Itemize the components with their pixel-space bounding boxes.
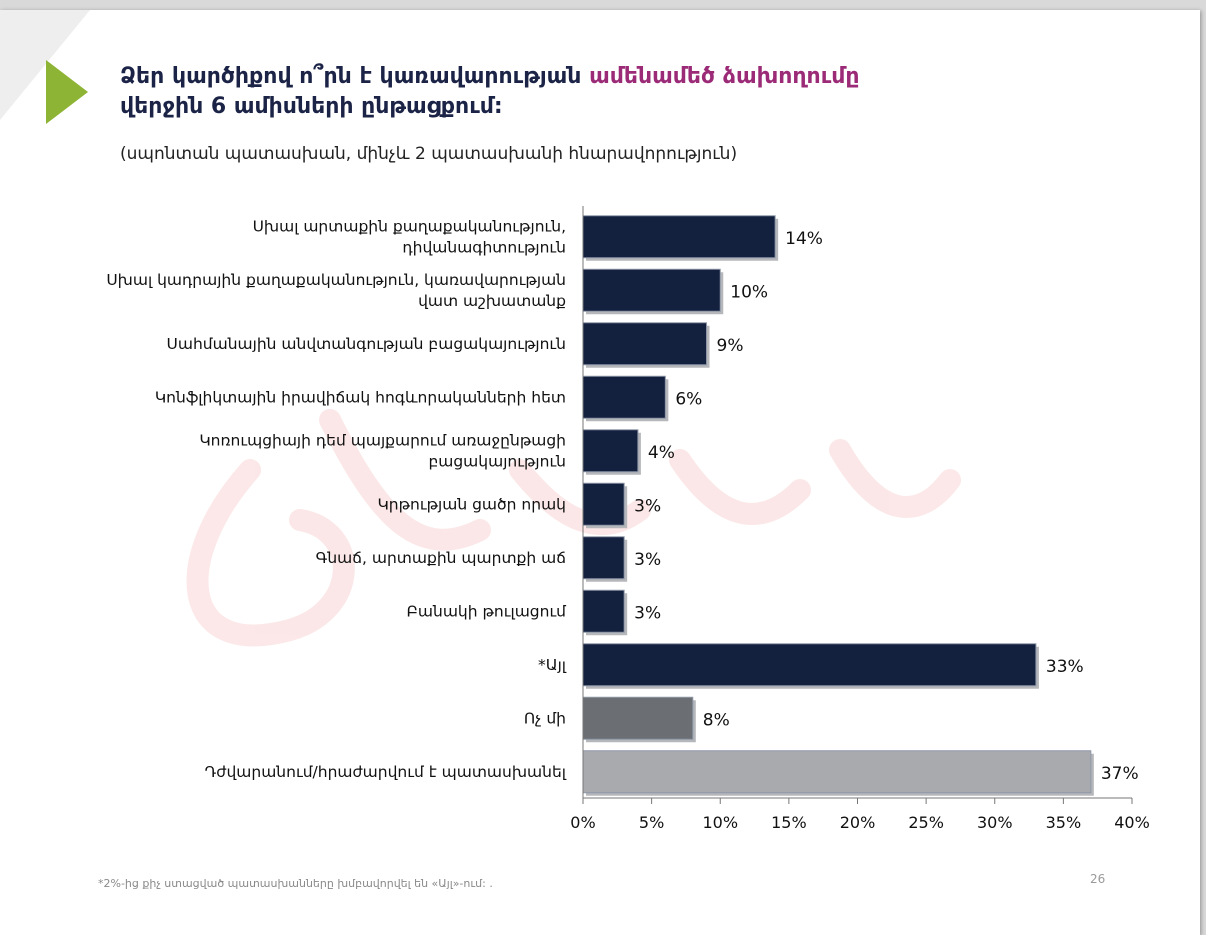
category-label: Սահմանային անվտանգության բացակայություն bbox=[167, 335, 566, 353]
category-label: Բանակի թուլացում bbox=[407, 602, 568, 620]
page-subtitle: (սպոնտան պատասխան, մինչև 2 պատասխանի հնա… bbox=[120, 144, 738, 164]
bar-value-label: 37% bbox=[1101, 764, 1139, 784]
bar bbox=[582, 375, 666, 419]
bar bbox=[582, 750, 1092, 794]
bar bbox=[582, 429, 639, 473]
category-label: Սխալ արտաքին քաղաքականություն, bbox=[253, 217, 566, 235]
category-label: Կրթության ցածր որակ bbox=[377, 495, 566, 513]
title-part1: Ձեր կարծիքով ո՞րն է կառավարության bbox=[120, 64, 582, 89]
x-tick-label: 30% bbox=[977, 813, 1013, 832]
bar bbox=[582, 589, 625, 633]
bar bbox=[582, 268, 721, 312]
bar bbox=[582, 536, 625, 580]
category-label: դիվանագիտություն bbox=[402, 238, 566, 256]
title-line2: վերջին 6 ամիսների ընթացքում: bbox=[120, 94, 503, 119]
category-label: Կոռուպցիայի դեմ պայքարում առաջընթացի bbox=[199, 431, 566, 449]
page-number: 26 bbox=[1090, 872, 1106, 886]
bar-value-label: 14% bbox=[785, 229, 823, 249]
bar bbox=[582, 643, 1037, 687]
bar-value-label: 3% bbox=[634, 496, 661, 516]
bar-value-label: 6% bbox=[675, 389, 702, 409]
bar-value-label: 10% bbox=[730, 282, 768, 302]
category-label: բացակայություն bbox=[428, 452, 566, 470]
bar bbox=[582, 482, 625, 526]
category-label: Կոնֆլիկտային իրավիճակ հոգևորականների հետ bbox=[155, 388, 566, 406]
category-label: Ոչ մի bbox=[524, 709, 566, 727]
x-tick-label: 25% bbox=[908, 813, 944, 832]
x-tick-label: 10% bbox=[702, 813, 738, 832]
x-tick-label: 40% bbox=[1114, 813, 1150, 832]
x-tick-label: 15% bbox=[771, 813, 807, 832]
page-title: Ձեր կարծիքով ո՞րն է կառավարության ամենամ… bbox=[120, 62, 1120, 122]
category-label: Դժվարանում/հրաժարվում է պատասխանել bbox=[205, 763, 567, 781]
x-tick-label: 20% bbox=[840, 813, 876, 832]
x-tick-label: 0% bbox=[570, 813, 595, 832]
bar bbox=[582, 215, 776, 259]
bar bbox=[582, 322, 708, 366]
category-label: վատ աշխատանք bbox=[418, 292, 566, 310]
bar-value-label: 9% bbox=[717, 336, 744, 356]
bar-value-label: 33% bbox=[1046, 657, 1084, 677]
play-arrow-icon bbox=[46, 60, 88, 124]
bar-value-label: 3% bbox=[634, 550, 661, 570]
category-label: Գնաճ, արտաքին պարտքի աճ bbox=[316, 549, 566, 567]
bar-value-label: 3% bbox=[634, 603, 661, 623]
bar bbox=[582, 696, 694, 740]
x-tick-label: 35% bbox=[1046, 813, 1082, 832]
bar-value-label: 8% bbox=[703, 710, 730, 730]
bar-value-label: 4% bbox=[648, 443, 675, 463]
category-label: *Այլ bbox=[538, 656, 567, 674]
x-tick-label: 5% bbox=[639, 813, 664, 832]
footnote: *2%-ից քիչ ստացված պատասխանները խմբավորվ… bbox=[98, 877, 493, 890]
category-label: Սխալ կադրային քաղաքականություն, կառավարո… bbox=[106, 271, 566, 289]
title-accent: ամենամեծ ձախողումը bbox=[589, 64, 860, 89]
